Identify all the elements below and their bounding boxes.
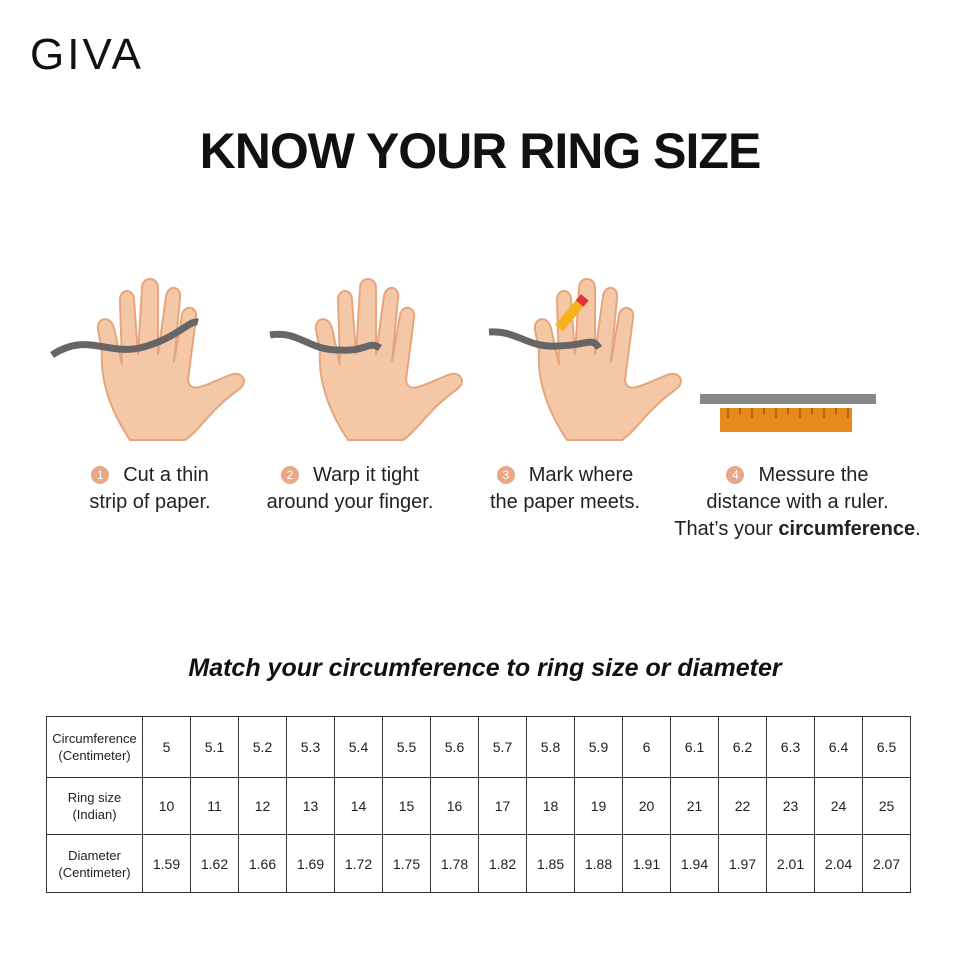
table-cell: 21	[670, 777, 719, 835]
paper-strip	[50, 318, 199, 358]
table-cell: 19	[574, 777, 623, 835]
table-cell: 2.01	[766, 834, 815, 893]
hand-strip-illustration	[50, 278, 245, 441]
table-cell: 23	[766, 777, 815, 835]
row-header: Diameter (Centimeter)	[46, 834, 143, 893]
table-cell: 1.75	[382, 834, 431, 893]
table-cell: 2.04	[814, 834, 863, 893]
table-cell: 6.4	[814, 716, 863, 778]
table-cell: 13	[286, 777, 335, 835]
table-cell: 17	[478, 777, 527, 835]
row-header: Ring size (Indian)	[46, 777, 143, 835]
table-cell: 6	[622, 716, 671, 778]
table-row: Circumference (Centimeter) 5 5.1 5.2 5.3 5.4 5.…	[46, 716, 911, 778]
pencil-icon	[555, 294, 589, 332]
table-cell: 1.85	[526, 834, 575, 893]
ruler-illustration	[700, 394, 876, 432]
table-cell: 1.91	[622, 834, 671, 893]
table-cell: 5.5	[382, 716, 431, 778]
table-cell: 6.1	[670, 716, 719, 778]
table-row: Ring size (Indian) 10 11 12 13 14 15 16 17 18 19 20 2…	[46, 777, 911, 835]
table-cell: 6.2	[718, 716, 767, 778]
table-cell: 1.88	[574, 834, 623, 893]
hand-wrap-illustration	[269, 278, 463, 441]
table-cell: 5.9	[574, 716, 623, 778]
table-cell: 12	[238, 777, 287, 835]
table-cell: 5.2	[238, 716, 287, 778]
step-badge: 1	[91, 466, 110, 484]
table-cell: 5.4	[334, 716, 383, 778]
table-cell: 22	[718, 777, 767, 835]
paper-strip	[488, 328, 603, 351]
table-cell: 5.8	[526, 716, 575, 778]
page-title: KNOW YOUR RING SIZE	[199, 123, 762, 179]
table-subtitle: Match your circumference to ring size or…	[188, 654, 782, 682]
table-cell: 24	[814, 777, 863, 835]
hand-mark-illustration	[488, 278, 682, 441]
table-cell: 6.5	[862, 716, 911, 778]
table-cell: 14	[334, 777, 383, 835]
table-cell: 20	[622, 777, 671, 835]
table-cell: 15	[382, 777, 431, 835]
table-cell: 5.1	[190, 716, 239, 778]
step-2-caption: 2 Warp it tight around your finger.	[266, 464, 434, 513]
step-3-caption: 3 Mark where the paper meets.	[489, 464, 641, 513]
table-cell: 1.62	[190, 834, 239, 893]
table-cell: 5.7	[478, 716, 527, 778]
table-cell: 16	[430, 777, 479, 835]
table-cell: 1.66	[238, 834, 287, 893]
table-cell: 5	[142, 716, 191, 778]
table-cell: 1.82	[478, 834, 527, 893]
table-cell: 1.72	[334, 834, 383, 893]
giva-logo: GIVA	[30, 30, 144, 79]
table-cell: 5.6	[430, 716, 479, 778]
step-badge: 3	[496, 466, 515, 484]
table-cell: 1.97	[718, 834, 767, 893]
table-cell: 1.94	[670, 834, 719, 893]
table-cell: 1.69	[286, 834, 335, 893]
table-cell: 1.78	[430, 834, 479, 893]
table-cell: 25	[862, 777, 911, 835]
table-cell: 11	[190, 777, 239, 835]
ring-size-table: Circumference (Centimeter) 5 5.1 5.2 5.3 5.4 5.…	[46, 716, 911, 893]
paper-strip	[269, 330, 382, 354]
table-cell: 6.3	[766, 716, 815, 778]
step-4-caption: 4 Messure the distance with a ruler. That…	[674, 464, 921, 540]
step-1-caption: 1 Cut a thin strip of paper.	[89, 464, 211, 513]
row-header: Circumference (Centimeter)	[46, 716, 143, 778]
table-cell: 2.07	[862, 834, 911, 893]
step-badge: 2	[281, 466, 300, 484]
table-cell: 10	[142, 777, 191, 835]
step-badge: 4	[726, 466, 745, 484]
table-cell: 1.59	[142, 834, 191, 893]
table-cell: 5.3	[286, 716, 335, 778]
table-cell: 18	[526, 777, 575, 835]
table-row: Diameter (Centimeter) 1.59 1.62 1.66 1.69 1.72…	[46, 834, 911, 893]
